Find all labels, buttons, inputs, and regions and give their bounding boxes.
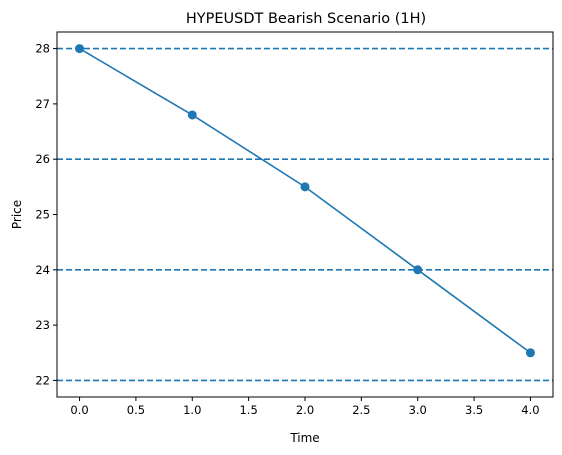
- y-tick-label: 22: [35, 373, 50, 387]
- data-point-3: [413, 265, 423, 275]
- x-axis-label: Time: [289, 431, 319, 445]
- y-tick-label: 26: [35, 152, 50, 166]
- x-axis-ticks: 0.0 0.5 1.0 1.5 2.0 2.5 3.0 3.5 4.0: [70, 397, 540, 417]
- y-tick-label: 25: [35, 208, 50, 222]
- x-tick-label: 3.5: [465, 403, 483, 417]
- x-tick-label: 1.5: [239, 403, 257, 417]
- x-tick-label: 0.0: [70, 403, 88, 417]
- data-point-2: [300, 182, 310, 192]
- x-tick-label: 3.0: [409, 403, 427, 417]
- plot-frame: [56, 31, 554, 398]
- series-layer: [75, 44, 535, 358]
- reference-lines: [57, 47, 553, 382]
- y-axis-label: Price: [10, 200, 24, 229]
- y-tick-label: 23: [35, 318, 50, 332]
- series-line-0: [79, 47, 531, 354]
- x-tick-label: 2.0: [296, 403, 314, 417]
- data-point-4: [525, 348, 535, 358]
- x-tick-label: 2.5: [352, 403, 370, 417]
- x-tick-label: 0.5: [127, 403, 145, 417]
- y-tick-label: 28: [35, 42, 50, 56]
- x-tick-label: 4.0: [521, 403, 539, 417]
- data-point-0: [75, 44, 85, 54]
- data-point-1: [187, 110, 197, 120]
- y-tick-label: 27: [35, 97, 50, 111]
- y-axis-ticks: 22 23 24 25 26 27 28: [35, 42, 57, 387]
- x-tick-label: 1.0: [183, 403, 201, 417]
- chart-title: HYPEUSDT Bearish Scenario (1H): [186, 11, 426, 27]
- y-tick-label: 24: [35, 263, 50, 277]
